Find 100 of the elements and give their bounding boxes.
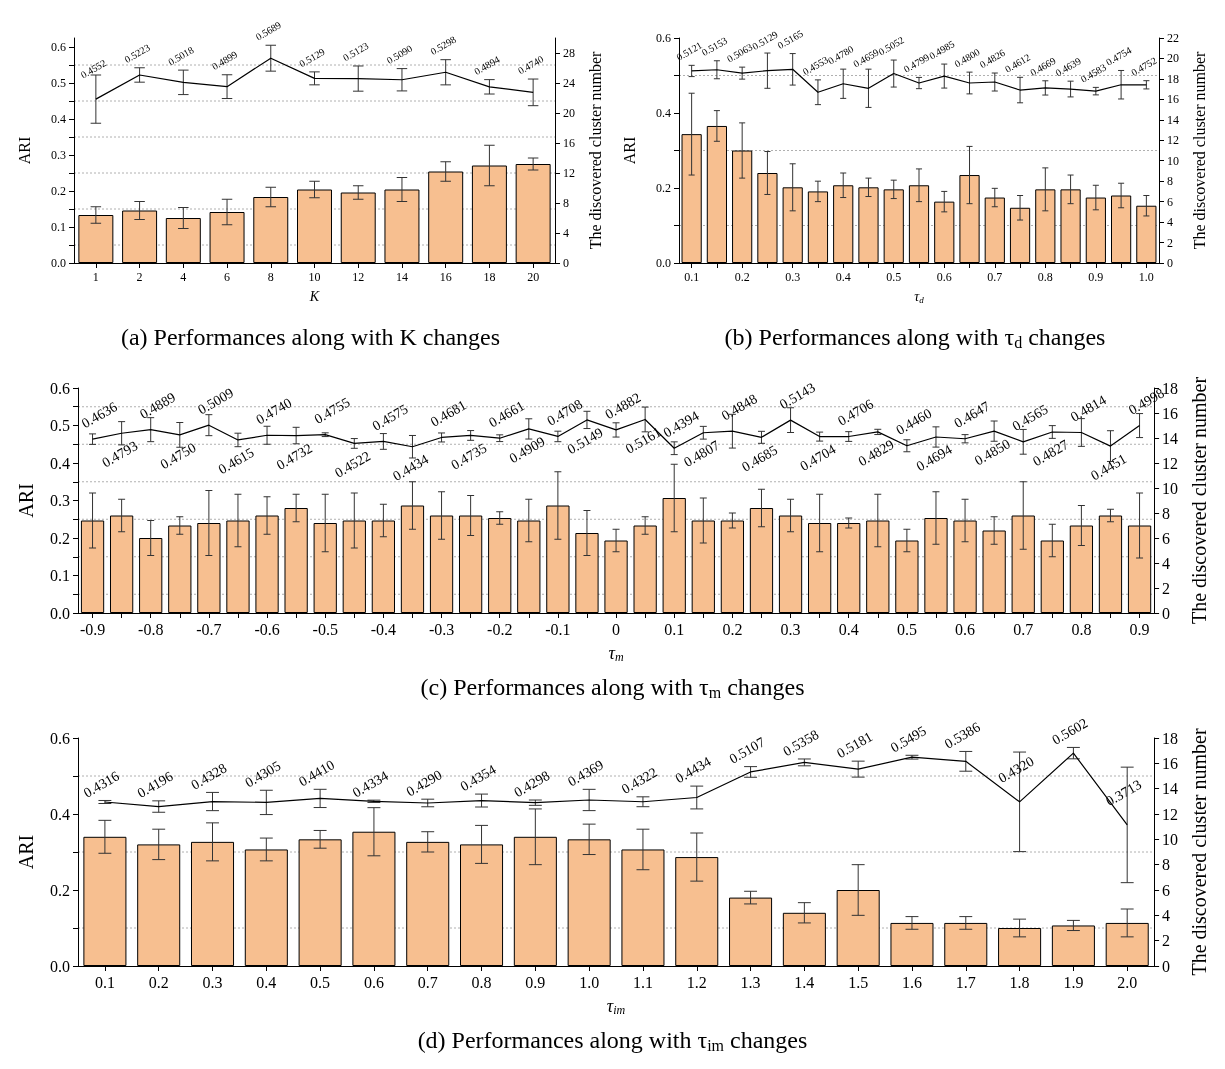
x-tick-label: -0.7	[196, 620, 222, 638]
y-tick-label: 0.4	[50, 805, 70, 823]
x-tick-label: 0.4	[256, 973, 277, 991]
x-tick-label: -0.9	[79, 620, 106, 638]
y-axis-title: ARI	[15, 834, 37, 870]
y2-tick-label: 0	[1162, 957, 1171, 975]
x-tick-label: 0.5	[886, 270, 902, 284]
x-tick-label: 0.7	[417, 973, 438, 991]
x-tick-label: 0.3	[202, 973, 223, 991]
y2-tick-label: 10	[1167, 153, 1179, 168]
y2-tick-label: 14	[1162, 429, 1179, 447]
x-tick-label: 1.5	[848, 973, 869, 991]
y2-tick-label: 2	[1162, 579, 1171, 597]
x-tick-label: -0.6	[254, 620, 280, 638]
y2-tick-label: 0	[1167, 256, 1173, 270]
y2-tick-label: 4	[1162, 906, 1171, 924]
y-tick-label: 0.2	[50, 529, 70, 547]
y-axis-title: ARI	[15, 136, 33, 165]
y2-tick-label: 6	[1162, 529, 1171, 547]
y-tick-label: 0.1	[51, 220, 66, 234]
x-tick-label: 0.1	[94, 973, 115, 991]
y-axis-title: ARI	[15, 483, 37, 518]
y2-axis-title: The discovered cluster number	[1190, 50, 1208, 250]
x-tick-label: 1.2	[686, 973, 707, 991]
x-tick-label: 12	[352, 270, 365, 284]
x-tick-label: 0.2	[722, 620, 743, 638]
y2-tick-label: 10	[1162, 830, 1179, 848]
y-tick-label: 0.2	[51, 184, 66, 198]
x-tick-label: 1.7	[955, 973, 976, 991]
y-tick-label: 0.4	[656, 106, 671, 120]
y2-tick-label: 8	[1167, 174, 1173, 189]
y-tick-label: 0.3	[51, 148, 66, 162]
x-tick-label: 0	[612, 620, 621, 638]
x-tick-label: 16	[439, 270, 452, 284]
x-tick-label: 2.0	[1117, 973, 1138, 991]
x-tick-label: 1.0	[1138, 270, 1154, 284]
x-tick-label: 1	[92, 270, 99, 284]
x-tick-label: 0.8	[1037, 270, 1053, 284]
y-tick-label: 0.6	[51, 40, 66, 54]
x-tick-label: 0.4	[838, 620, 859, 638]
y2-axis-title: The discovered cluster number	[586, 50, 604, 250]
y2-tick-label: 2	[1167, 235, 1173, 250]
y-tick-label: 0.4	[50, 454, 70, 472]
y2-tick-label: 20	[563, 106, 575, 120]
y2-tick-label: 16	[1167, 92, 1179, 107]
y-tick-label: 0.6	[50, 729, 70, 747]
y2-tick-label: 18	[1167, 71, 1179, 86]
x-tick-label: 0.9	[525, 973, 546, 991]
x-tick-label: 1.4	[794, 973, 815, 991]
x-tick-label: 0.9	[1129, 620, 1150, 638]
y-tick-label: 0.5	[51, 76, 66, 90]
x-tick-label: 0.4	[835, 270, 851, 284]
x-tick-label: -0.1	[545, 620, 571, 638]
x-tick-label: 0.2	[734, 270, 750, 284]
x-tick-label: 0.3	[780, 620, 801, 638]
y2-tick-label: 6	[1167, 194, 1173, 209]
x-tick-label: 18	[483, 270, 496, 284]
x-tick-label: 0.2	[148, 973, 169, 991]
y2-tick-label: 10	[1162, 479, 1179, 497]
y-tick-label: 0.3	[50, 492, 70, 509]
y-tick-label: 0.2	[50, 881, 70, 899]
x-tick-label: 0.6	[936, 270, 952, 284]
y2-tick-label: 16	[1162, 754, 1179, 772]
y2-tick-label: 18	[1162, 729, 1179, 747]
x-tick-label: 20	[527, 270, 540, 284]
y2-tick-label: 16	[563, 136, 575, 150]
x-tick-label: 0.6	[363, 973, 384, 991]
y2-tick-label: 24	[563, 76, 575, 90]
y2-tick-label: 14	[1162, 780, 1179, 798]
y-tick-label: 0.2	[656, 181, 671, 195]
x-tick-label: 1.8	[1009, 973, 1030, 991]
x-tick-label: -0.2	[487, 620, 513, 638]
x-tick-label: 10	[308, 270, 321, 284]
y-tick-label: 0.0	[656, 256, 671, 270]
y2-tick-label: 8	[1162, 504, 1171, 522]
x-tick-label: -0.5	[312, 620, 338, 638]
x-tick-label: -0.3	[428, 620, 455, 638]
y-tick-label: 0.6	[656, 31, 671, 45]
y2-tick-label: 4	[563, 226, 569, 240]
x-tick-label: 0.3	[785, 270, 801, 284]
y2-tick-label: 12	[1167, 133, 1179, 148]
y2-tick-label: 4	[1162, 554, 1171, 572]
y2-axis-title: The discovered cluster number	[1188, 376, 1210, 625]
x-tick-label: -0.4	[370, 620, 397, 638]
y2-tick-label: 14	[1167, 112, 1179, 127]
x-tick-label: 1.3	[740, 973, 761, 991]
y2-tick-label: 12	[1162, 454, 1179, 472]
x-tick-label: 14	[395, 270, 408, 284]
x-tick-label: 0.8	[1071, 620, 1092, 638]
x-tick-label: 2	[136, 270, 143, 284]
y-tick-label: 0.5	[50, 417, 70, 434]
x-tick-label: 0.5	[896, 620, 917, 638]
x-tick-label: 4	[180, 270, 187, 284]
y2-tick-label: 0	[563, 256, 569, 270]
text: (a) Performances along with K changes	[120, 324, 501, 350]
y2-tick-label: 0	[1162, 604, 1171, 622]
y-tick-label: 0.0	[50, 604, 70, 622]
y-tick-label: 0.0	[50, 957, 70, 975]
y-tick-label: 0.0	[51, 256, 66, 270]
x-tick-label: 6	[224, 270, 231, 284]
